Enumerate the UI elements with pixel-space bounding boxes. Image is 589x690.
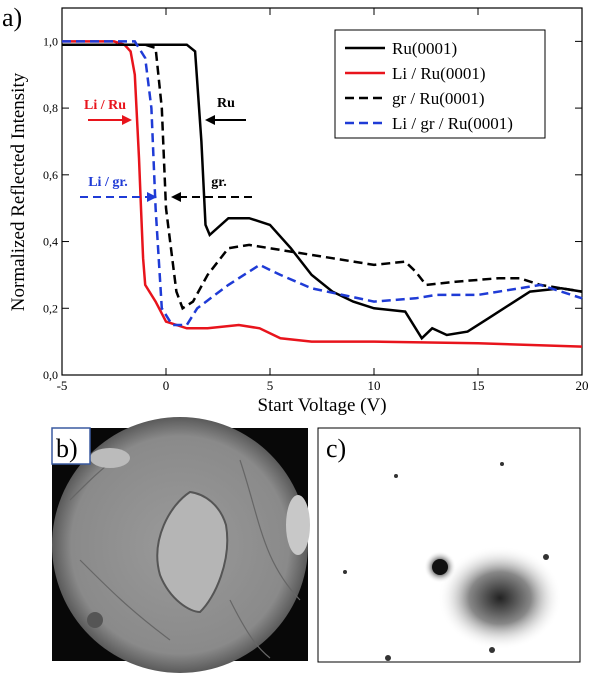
island: [90, 448, 130, 468]
annotation: Ru: [217, 96, 235, 111]
x-tick-label: 0: [163, 378, 170, 393]
x-axis-label: Start Voltage (V): [257, 395, 386, 416]
y-tick-label: 0,6: [43, 168, 58, 182]
island: [156, 490, 229, 614]
annotations: Li / Ru Ru Li / gr. gr.: [84, 96, 235, 190]
annotation: Li / gr.: [88, 175, 128, 190]
panel-label: c): [326, 434, 346, 463]
diffuse-spot: [438, 546, 562, 650]
y-tick-label: 0,4: [43, 235, 58, 249]
arrow-head: [122, 115, 132, 125]
annotation: gr.: [211, 175, 226, 190]
x-tick-label: 10: [368, 378, 381, 393]
spots: [343, 462, 549, 661]
spot: [343, 570, 347, 574]
leem-image: b): [51, 417, 310, 673]
x-tick-label: -5: [57, 378, 68, 393]
y-tick-label: 0,2: [43, 301, 58, 315]
series-line: [62, 43, 583, 311]
diffraction-spot: [432, 559, 448, 575]
spot: [543, 554, 549, 560]
x-tick-label: 5: [267, 378, 274, 393]
series-line: [62, 43, 583, 341]
panel-label: b): [56, 434, 78, 463]
arrow-head: [147, 192, 157, 202]
y-axis-label: Normalized Reflected Intensity: [8, 72, 29, 311]
plot-frame: [61, 7, 583, 376]
y-tick-label: 1,0: [43, 34, 58, 48]
panel-label: a): [2, 3, 22, 32]
island: [286, 495, 310, 555]
legend-label: Li / Ru(0001): [392, 64, 486, 83]
arrows: [80, 115, 252, 202]
arrow-head: [171, 192, 181, 202]
plot: -5 0 5 10 15 20 0,0 0,2 0,4 0,6 0,8 1,0: [43, 8, 589, 393]
spot: [394, 474, 398, 478]
x-tick-label: 20: [576, 378, 589, 393]
step-lines: [69, 454, 301, 659]
arrow-head: [205, 115, 215, 125]
legend-label: gr / Ru(0001): [392, 89, 485, 108]
y-tick-label: 0,0: [43, 368, 58, 382]
x-tick-label: 15: [472, 378, 485, 393]
legend-label: Li / gr / Ru(0001): [392, 114, 513, 133]
series-line: [62, 40, 583, 348]
spot: [385, 655, 391, 661]
leed-image: c): [317, 427, 581, 663]
y-tick-label: 0,8: [43, 101, 58, 115]
series-line: [62, 40, 583, 327]
spot: [500, 462, 504, 466]
annotation: Li / Ru: [84, 98, 126, 113]
spot: [87, 612, 103, 628]
spot: [489, 647, 495, 653]
label-box: [51, 427, 91, 465]
legend-label: Ru(0001): [392, 39, 457, 58]
legend: Ru(0001) Li / Ru(0001) gr / Ru(0001) Li / g…: [334, 29, 546, 139]
